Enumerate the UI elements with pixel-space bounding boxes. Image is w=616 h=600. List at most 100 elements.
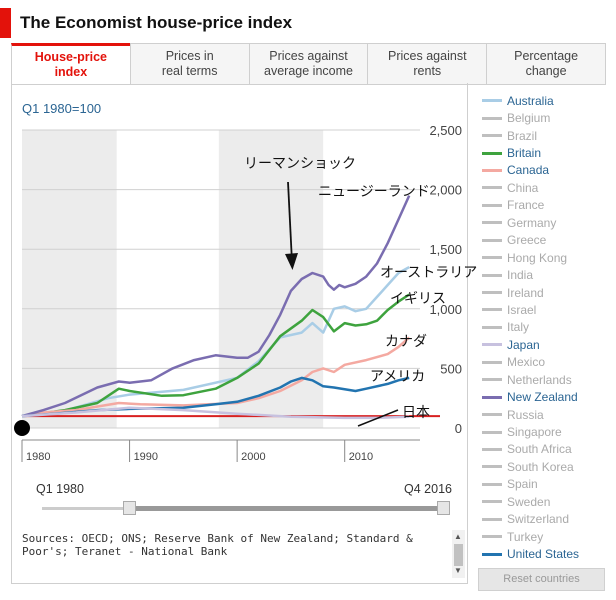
legend-swatch xyxy=(482,238,502,242)
sources-scrollbar[interactable]: ▲ ▼ xyxy=(452,530,465,578)
legend-item[interactable]: Singapore xyxy=(482,423,612,440)
sources-text: Sources: OECD; ONS; Reserve Bank of New … xyxy=(22,532,413,558)
slider-start-label: Q1 1980 xyxy=(36,482,84,496)
legend-swatch xyxy=(482,325,502,329)
legend-item[interactable]: South Korea xyxy=(482,458,612,475)
legend-item[interactable]: Sweden xyxy=(482,493,612,510)
scroll-up-icon[interactable]: ▲ xyxy=(454,532,462,541)
chart-subtitle: Q1 1980=100 xyxy=(22,101,102,116)
legend-swatch xyxy=(482,273,502,277)
y-tick-label: 1,500 xyxy=(429,242,462,257)
scroll-down-icon[interactable]: ▼ xyxy=(454,566,462,575)
japan-pointer-line xyxy=(357,409,399,427)
legend-item[interactable]: Russia xyxy=(482,406,612,423)
legend-item[interactable]: United States xyxy=(482,545,612,562)
legend-item[interactable]: Spain xyxy=(482,476,612,493)
legend-swatch xyxy=(482,343,502,347)
legend-item[interactable]: Israel xyxy=(482,301,612,318)
chart-title: The Economist house-price index xyxy=(20,13,293,32)
legend-swatch xyxy=(482,99,502,103)
legend-item[interactable]: China xyxy=(482,179,612,196)
series-line-japan xyxy=(21,406,410,420)
legend-label: Britain xyxy=(507,146,542,161)
legend-swatch xyxy=(482,256,502,260)
legend-item[interactable]: Greece xyxy=(482,232,612,249)
series-label: カナダ xyxy=(385,334,427,350)
legend-swatch xyxy=(482,517,502,521)
legend-swatch xyxy=(482,430,502,434)
legend-item[interactable]: New Zealand xyxy=(482,388,612,405)
legend-item[interactable]: Turkey xyxy=(482,528,612,545)
series-label: オーストラリア xyxy=(380,265,477,281)
y-tick-label: 500 xyxy=(440,361,462,376)
y-tick-label: 2,500 xyxy=(429,123,462,138)
legend-item[interactable]: Japan xyxy=(482,336,612,353)
tab-average-income[interactable]: Prices against average income xyxy=(248,44,368,84)
legend-label: South Korea xyxy=(507,459,574,474)
x-tick-label: 1980 xyxy=(26,451,50,463)
legend-swatch xyxy=(482,447,502,451)
legend-item[interactable]: Ireland xyxy=(482,284,612,301)
legend-swatch xyxy=(482,360,502,364)
legend-swatch xyxy=(482,116,502,120)
legend-swatch xyxy=(482,291,502,295)
legend-label: Turkey xyxy=(507,529,544,544)
annotation-arrowhead xyxy=(285,253,298,270)
legend-swatch xyxy=(482,221,502,225)
tab-percentage-change[interactable]: Percentage change xyxy=(486,44,605,84)
legend-item[interactable]: Switzerland xyxy=(482,511,612,528)
legend-item[interactable]: Australia xyxy=(482,92,612,109)
legend-item[interactable]: Canada xyxy=(482,162,612,179)
reset-countries-button[interactable]: Reset countries xyxy=(478,568,605,591)
shaded-band xyxy=(22,130,117,428)
legend-item[interactable]: Hong Kong xyxy=(482,249,612,266)
legend-item[interactable]: India xyxy=(482,266,612,283)
legend-item[interactable]: Mexico xyxy=(482,354,612,371)
legend-label: Sweden xyxy=(507,494,551,509)
tab-real-terms[interactable]: Prices in real terms xyxy=(129,44,249,84)
shaded-band xyxy=(218,130,324,428)
line-chart: 0 500 1,000 1,500 2,000 2,500 1980 1990 2000 2010… xyxy=(14,123,477,463)
slider-handle-end[interactable] xyxy=(437,501,450,515)
legend-item[interactable]: South Africa xyxy=(482,441,612,458)
scroll-thumb[interactable] xyxy=(454,544,463,566)
legend-item[interactable]: Italy xyxy=(482,319,612,336)
series-label: イギリス xyxy=(390,291,446,307)
x-tick-label: 2010 xyxy=(349,451,373,463)
y-tick-label: 0 xyxy=(455,421,462,436)
brand-red-box xyxy=(0,8,11,38)
legend-label: Germany xyxy=(507,215,557,230)
country-legend: Australia Belgium Brazil Britain Canada China… xyxy=(482,92,612,563)
series-line-australia xyxy=(21,266,410,418)
legend-label: Hong Kong xyxy=(507,250,568,265)
legend-label: Canada xyxy=(507,163,550,178)
legend-label: Greece xyxy=(507,233,547,248)
legend-item[interactable]: Belgium xyxy=(482,109,612,126)
legend-label: Brazil xyxy=(507,128,538,143)
legend-swatch xyxy=(482,395,502,399)
legend-swatch xyxy=(482,168,502,172)
legend-item[interactable]: Germany xyxy=(482,214,612,231)
chart-panel xyxy=(11,83,468,584)
tab-rents[interactable]: Prices against rents xyxy=(367,44,487,84)
legend-label: Switzerland xyxy=(507,512,570,527)
legend-swatch xyxy=(482,134,502,138)
tab-house-price-index[interactable]: House-price index xyxy=(11,43,130,84)
legend-item[interactable]: Brazil xyxy=(482,127,612,144)
slider-handle-start[interactable] xyxy=(123,501,136,515)
y-tick-label: 2,000 xyxy=(429,183,462,198)
legend-label: India xyxy=(507,268,534,283)
legend-item[interactable]: Netherlands xyxy=(482,371,612,388)
legend-swatch xyxy=(482,535,502,539)
legend-swatch xyxy=(482,482,502,486)
legend-label: Mexico xyxy=(507,355,546,370)
legend-item[interactable]: France xyxy=(482,197,612,214)
legend-item[interactable]: Britain xyxy=(482,144,612,161)
legend-label: Singapore xyxy=(507,425,562,440)
title-bar: The Economist house-price index xyxy=(0,8,616,38)
legend-swatch xyxy=(482,552,502,556)
slider-end-label: Q4 2016 xyxy=(404,482,452,496)
legend-swatch xyxy=(482,500,502,504)
series-line-new-zealand xyxy=(21,195,411,418)
legend-label: Russia xyxy=(507,407,544,422)
